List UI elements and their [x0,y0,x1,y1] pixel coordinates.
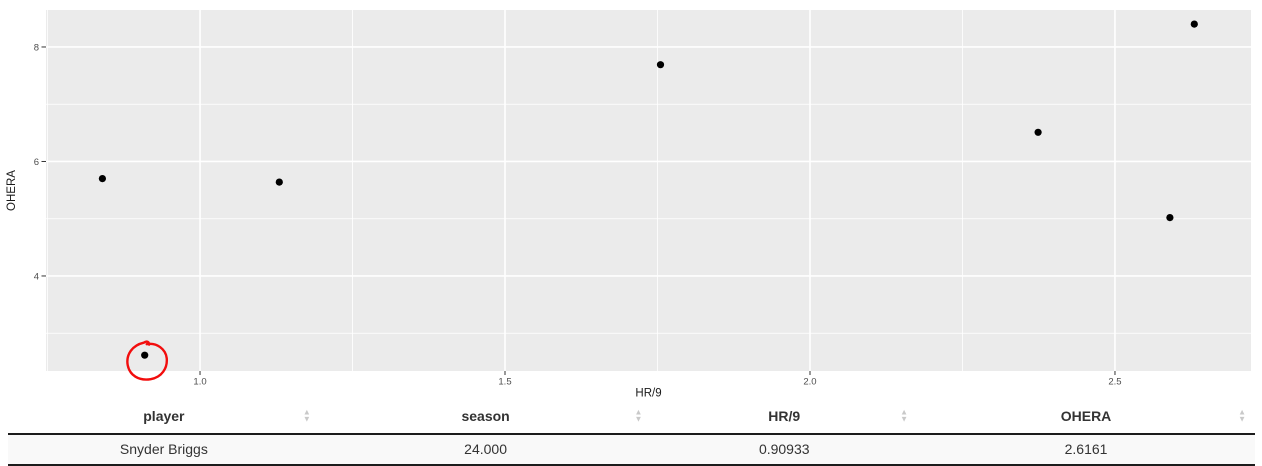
table-row[interactable]: Snyder Briggs 24.000 0.90933 2.6161 [8,434,1255,466]
cell-player: Snyder Briggs [8,434,320,466]
data-point[interactable] [98,175,106,183]
data-point[interactable] [275,178,283,186]
column-header-label: season [461,408,510,424]
y-tick-label: 6 [34,157,39,168]
results-table: player ▲ ▼ season ▲ ▼ HR/9 ▲ ▼ [8,399,1255,466]
sort-up-arrow-icon: ▲ [900,407,909,417]
sort-up-arrow-icon: ▲ [1238,407,1246,417]
cell-hr9: 0.90933 [651,434,918,466]
sort-icon[interactable]: ▲ ▼ [900,407,909,424]
column-header-player[interactable]: player ▲ ▼ [8,399,320,435]
cell-season: 24.000 [319,434,652,466]
results-table-header: player ▲ ▼ season ▲ ▼ HR/9 ▲ ▼ [8,399,1255,435]
x-tick-label: 2.5 [1108,377,1121,388]
scatter-plot-canvas[interactable]: 1.0 1.5 2.0 2.5 4 6 8 HR/9 OHERA [0,0,1262,399]
x-tick-label: 1.5 [498,377,511,388]
cell-ohera: 2.6161 [917,434,1255,466]
sort-icon[interactable]: ▲ ▼ [1238,407,1246,424]
sort-up-arrow-icon: ▲ [302,407,311,417]
column-header-season[interactable]: season ▲ ▼ [319,399,652,435]
sort-down-arrow-icon: ▼ [634,414,643,424]
x-axis-title: HR/9 [635,388,661,400]
sort-down-arrow-icon: ▼ [302,414,311,424]
column-header-ohera[interactable]: OHERA ▲ ▼ [917,399,1255,435]
y-axis-title: OHERA [6,170,18,211]
hand-drawn-circle-annotation [126,340,168,381]
plot-panel[interactable] [46,10,1251,371]
data-point[interactable] [1034,128,1042,136]
column-header-label: OHERA [1060,408,1112,424]
data-point[interactable] [656,61,665,69]
x-tick-label: 1.0 [193,377,206,388]
sort-icon[interactable]: ▲ ▼ [634,407,643,424]
data-point[interactable] [1190,20,1198,28]
sort-down-arrow-icon: ▼ [1238,414,1246,424]
scatter-plot: 1.0 1.5 2.0 2.5 4 6 8 HR/9 OHERA [0,0,1262,399]
sort-icon[interactable]: ▲ ▼ [302,407,311,424]
y-tick-label: 4 [34,271,39,282]
data-point[interactable] [141,351,149,359]
y-tick-label: 8 [34,42,39,53]
column-header-label: HR/9 [768,408,801,424]
sort-down-arrow-icon: ▼ [900,414,909,424]
column-header-label: player [143,408,185,424]
sort-up-arrow-icon: ▲ [634,407,643,417]
x-tick-label: 2.0 [803,377,816,388]
column-header-hr9[interactable]: HR/9 ▲ ▼ [651,399,918,435]
data-point[interactable] [1166,214,1174,222]
